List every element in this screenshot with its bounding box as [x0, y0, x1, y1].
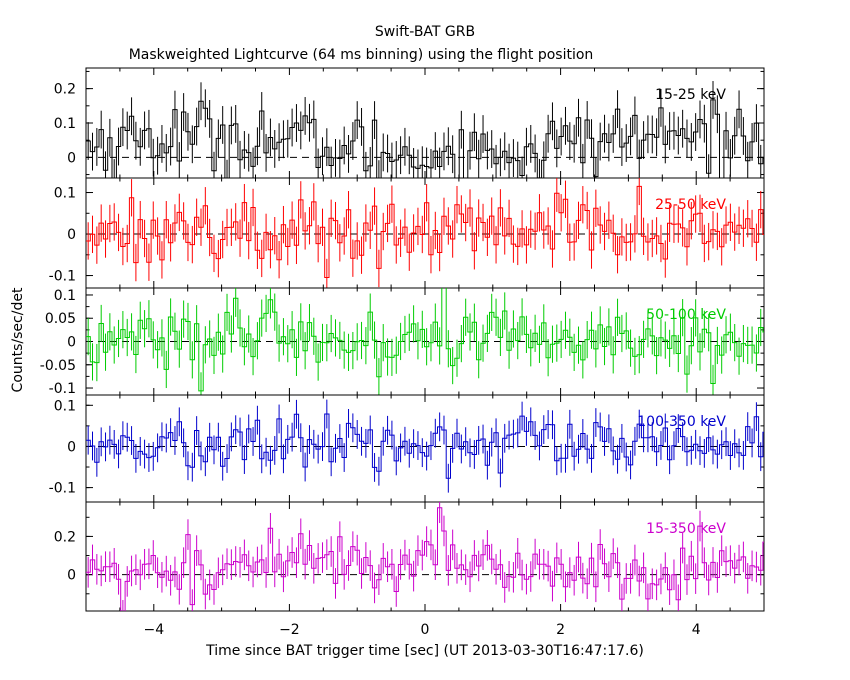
step-line [86, 507, 764, 611]
series-4 [86, 399, 764, 493]
panel-1: 0 0.1 0.2 15-25 keV [54, 67, 765, 179]
panel-frame [85, 501, 765, 612]
series-3 [86, 288, 764, 395]
band-label: 15-350 keV [646, 521, 726, 537]
band-label: 100-350 keV [637, 414, 726, 430]
y-tick-label: 0.2 [54, 529, 76, 545]
y-tick-label: -0.1 [49, 481, 76, 497]
y-tick-label: 0 [67, 439, 76, 455]
step-line [86, 99, 764, 178]
x-tick-label: 2 [556, 622, 565, 638]
y-tick-label: 0.05 [45, 311, 76, 327]
x-axis-label: Time since BAT trigger time [sec] (UT 20… [205, 643, 644, 659]
series-2 [86, 178, 764, 288]
chart-title: Swift-BAT GRB [375, 24, 475, 40]
x-tick-label: −2 [279, 622, 300, 638]
panel-frame [85, 394, 765, 503]
y-tick-label: 0.1 [54, 288, 76, 304]
chart-subtitle: Maskweighted Lightcurve (64 ms binning) … [129, 47, 594, 63]
panel-5: 0 0.2 15-350 keV [54, 501, 765, 612]
y-tick-label: 0 [67, 150, 76, 166]
y-tick-label: 0 [67, 335, 76, 351]
band-label: 50-100 keV [646, 307, 726, 323]
panel-4: -0.1 0 0.1 100-350 keV [49, 394, 765, 503]
y-tick-label: 0 [67, 227, 76, 243]
panel-3: -0.1 -0.05 0 0.05 0.1 50-100 keV [40, 287, 765, 397]
step-line [86, 185, 764, 278]
y-axis-label: Counts/sec/det [10, 287, 26, 392]
y-tick-label: -0.1 [49, 269, 76, 285]
y-tick-label: -0.05 [40, 358, 76, 374]
y-tick-label: -0.1 [49, 381, 76, 397]
step-line [86, 413, 764, 479]
y-tick-label: 0.1 [54, 116, 76, 132]
y-tick-label: 0 [67, 568, 76, 584]
band-label: 15-25 keV [655, 87, 726, 103]
y-tick-label: 0.2 [54, 82, 76, 98]
y-tick-label: 0.1 [54, 398, 76, 414]
band-label: 25-50 keV [655, 197, 726, 213]
series-1 [86, 81, 764, 178]
panels-group: 00.10.2 15-25 keV-0.100.125-50 keV-0.1-0.… [40, 67, 765, 638]
x-tick-label: 0 [421, 622, 430, 638]
step-line [86, 288, 764, 392]
panel-2: -0.1 0 0.1 25-50 keV [49, 177, 765, 289]
x-tick-label: −4 [143, 622, 164, 638]
error-bars [87, 178, 762, 288]
series-5 [86, 502, 764, 611]
y-tick-label: 0.1 [54, 186, 76, 202]
x-tick-label: 4 [692, 622, 701, 638]
